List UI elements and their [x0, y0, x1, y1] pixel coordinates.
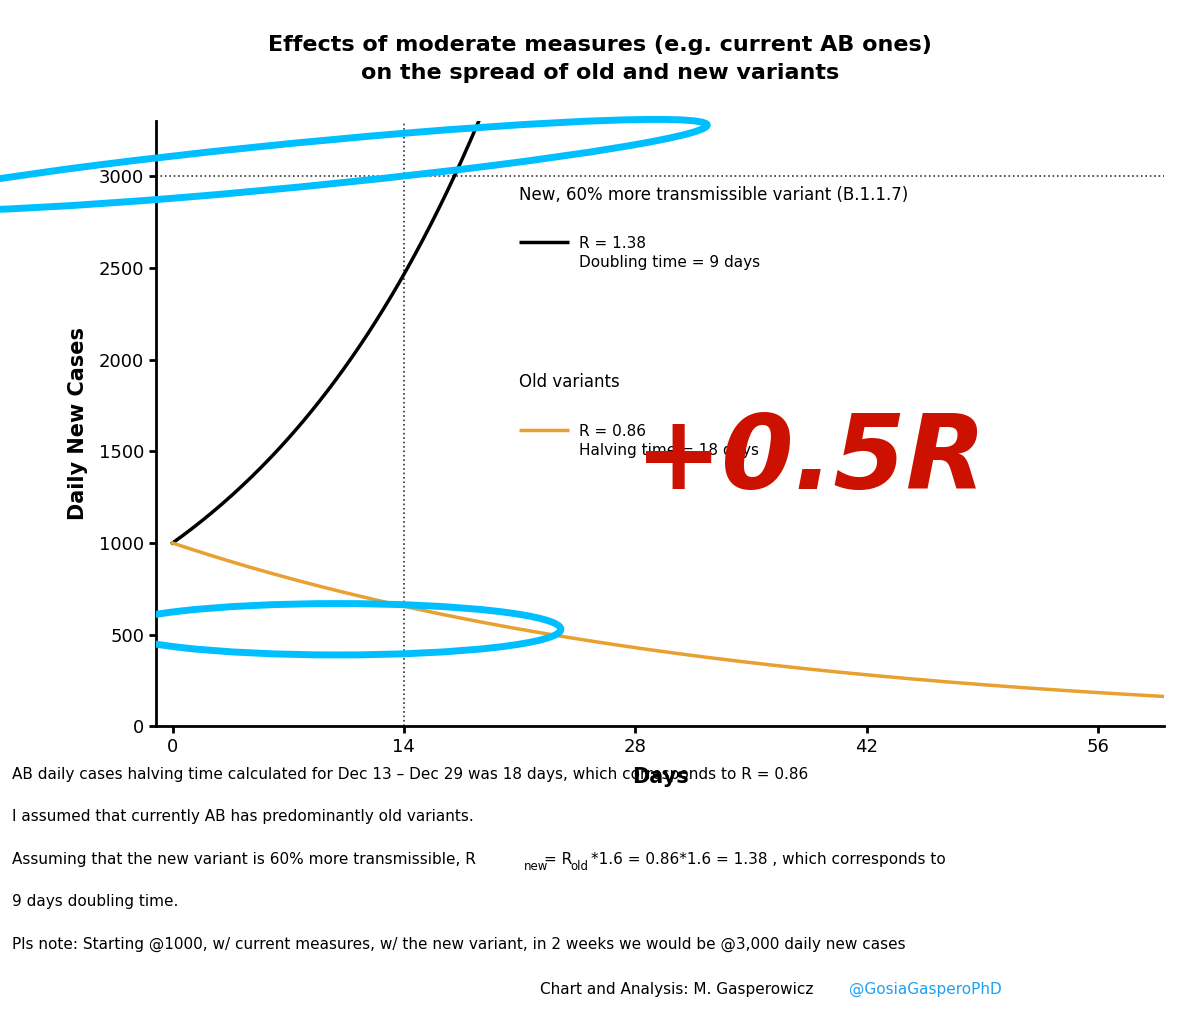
- Y-axis label: Daily New Cases: Daily New Cases: [67, 327, 88, 521]
- Text: R = 0.86: R = 0.86: [580, 424, 647, 439]
- Text: Halving time = 18 days: Halving time = 18 days: [580, 443, 760, 458]
- Text: Chart and Analysis: M. Gasperowicz: Chart and Analysis: M. Gasperowicz: [540, 982, 818, 997]
- Text: AB daily cases halving time calculated for Dec 13 – Dec 29 was 18 days, which co: AB daily cases halving time calculated f…: [12, 767, 809, 782]
- Text: I assumed that currently AB has predominantly old variants.: I assumed that currently AB has predomin…: [12, 809, 474, 824]
- Text: = R: = R: [544, 852, 572, 867]
- Text: 9 days doubling time.: 9 days doubling time.: [12, 894, 179, 909]
- Text: Assuming that the new variant is 60% more transmissible, R: Assuming that the new variant is 60% mor…: [12, 852, 476, 867]
- Text: Old variants: Old variants: [518, 373, 619, 391]
- Text: Effects of moderate measures (e.g. current AB ones): Effects of moderate measures (e.g. curre…: [268, 35, 932, 55]
- Text: *1.6 = 0.86*1.6 = 1.38 , which corresponds to: *1.6 = 0.86*1.6 = 1.38 , which correspon…: [590, 852, 946, 867]
- Text: on the spread of old and new variants: on the spread of old and new variants: [361, 63, 839, 83]
- Text: New, 60% more transmissible variant (B.1.1.7): New, 60% more transmissible variant (B.1…: [518, 186, 908, 204]
- Text: Doubling time = 9 days: Doubling time = 9 days: [580, 255, 761, 270]
- Text: Pls note: Starting @1000, w/ current measures, w/ the new variant, in 2 weeks we: Pls note: Starting @1000, w/ current mea…: [12, 936, 906, 951]
- Text: old: old: [570, 860, 588, 873]
- Text: @GosiaGasperoPhD: @GosiaGasperoPhD: [848, 982, 1002, 997]
- X-axis label: Days: Days: [631, 768, 689, 787]
- Text: R = 1.38: R = 1.38: [580, 236, 647, 251]
- Text: +0.5R: +0.5R: [635, 410, 988, 511]
- Text: new: new: [523, 860, 548, 873]
